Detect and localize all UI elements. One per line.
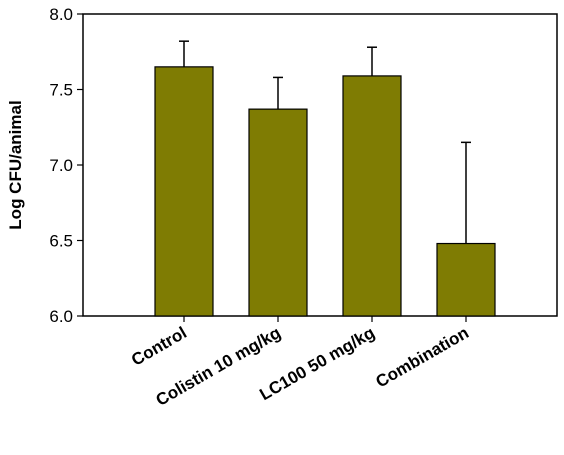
y-tick-label: 7.5 xyxy=(49,81,73,100)
bar xyxy=(342,75,402,317)
bar xyxy=(154,66,214,317)
y-axis: 6.0 6.5 7.0 7.5 8.0 xyxy=(49,5,83,326)
x-category-label: Combination xyxy=(373,323,472,391)
y-tick-label: 8.0 xyxy=(49,5,73,24)
y-tick-label: 6.5 xyxy=(49,232,73,251)
y-tick-label: 7.0 xyxy=(49,156,73,175)
bar xyxy=(436,242,496,317)
y-tick-label: 6.0 xyxy=(49,307,73,326)
x-category-label: Control xyxy=(128,323,190,370)
error-bars-group xyxy=(179,40,471,244)
y-axis-title: Log CFU/animal xyxy=(6,100,25,229)
bar xyxy=(248,108,308,317)
bars-group xyxy=(154,66,496,317)
